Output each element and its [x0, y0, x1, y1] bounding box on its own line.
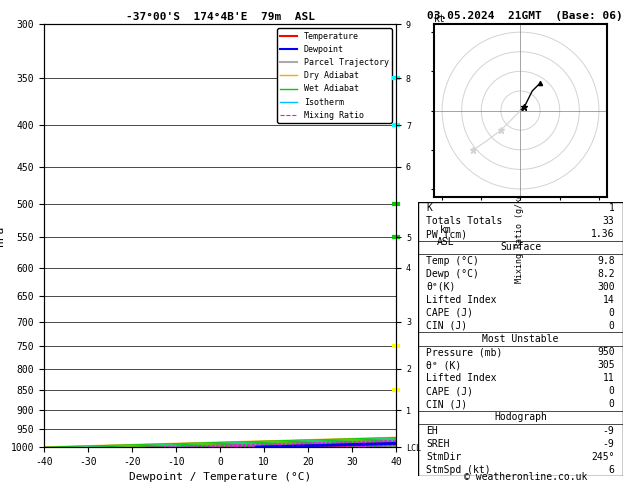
Text: kt: kt [434, 14, 446, 23]
X-axis label: Dewpoint / Temperature (°C): Dewpoint / Temperature (°C) [129, 472, 311, 483]
Legend: Temperature, Dewpoint, Parcel Trajectory, Dry Adiabat, Wet Adiabat, Isotherm, Mi: Temperature, Dewpoint, Parcel Trajectory… [277, 29, 392, 123]
Text: 245°: 245° [591, 451, 615, 462]
Text: Most Unstable: Most Unstable [482, 334, 559, 344]
Text: 300: 300 [597, 282, 615, 292]
Text: Lifted Index: Lifted Index [426, 373, 497, 383]
Text: 9.8: 9.8 [597, 256, 615, 265]
Text: PW (cm): PW (cm) [426, 229, 467, 240]
Text: Pressure (mb): Pressure (mb) [426, 347, 503, 357]
Text: 6: 6 [609, 465, 615, 475]
Y-axis label: km
ASL: km ASL [437, 225, 455, 246]
Text: 11: 11 [603, 373, 615, 383]
Text: 03.05.2024  21GMT  (Base: 06): 03.05.2024 21GMT (Base: 06) [427, 11, 623, 21]
Text: 1: 1 [609, 203, 615, 213]
Text: 305: 305 [597, 360, 615, 370]
Text: 0: 0 [609, 321, 615, 331]
Text: Dewp (°C): Dewp (°C) [426, 269, 479, 278]
Text: CIN (J): CIN (J) [426, 399, 467, 409]
Text: -9: -9 [603, 426, 615, 435]
Text: 950: 950 [597, 347, 615, 357]
Text: CAPE (J): CAPE (J) [426, 308, 474, 318]
Text: EH: EH [426, 426, 438, 435]
Text: Temp (°C): Temp (°C) [426, 256, 479, 265]
Text: 0: 0 [609, 399, 615, 409]
Text: Hodograph: Hodograph [494, 413, 547, 422]
Text: θᵉ(K): θᵉ(K) [426, 282, 456, 292]
Text: -9: -9 [603, 438, 615, 449]
Text: © weatheronline.co.uk: © weatheronline.co.uk [464, 472, 587, 482]
Text: Lifted Index: Lifted Index [426, 295, 497, 305]
Text: K: K [426, 203, 432, 213]
Text: 33: 33 [603, 216, 615, 226]
Text: StmDir: StmDir [426, 451, 462, 462]
Y-axis label: hPa: hPa [0, 226, 5, 246]
Text: 14: 14 [603, 295, 615, 305]
Text: 0: 0 [609, 308, 615, 318]
Text: CIN (J): CIN (J) [426, 321, 467, 331]
Text: Surface: Surface [500, 243, 541, 252]
Text: 1.36: 1.36 [591, 229, 615, 240]
Text: Totals Totals: Totals Totals [426, 216, 503, 226]
Text: θᵉ (K): θᵉ (K) [426, 360, 462, 370]
Text: SREH: SREH [426, 438, 450, 449]
Text: 8.2: 8.2 [597, 269, 615, 278]
Text: StmSpd (kt): StmSpd (kt) [426, 465, 491, 475]
Text: -37°00'S  174°4B'E  79m  ASL: -37°00'S 174°4B'E 79m ASL [126, 12, 314, 22]
Text: CAPE (J): CAPE (J) [426, 386, 474, 396]
Text: Mixing Ratio (g/kg): Mixing Ratio (g/kg) [515, 188, 524, 283]
Text: 0: 0 [609, 386, 615, 396]
